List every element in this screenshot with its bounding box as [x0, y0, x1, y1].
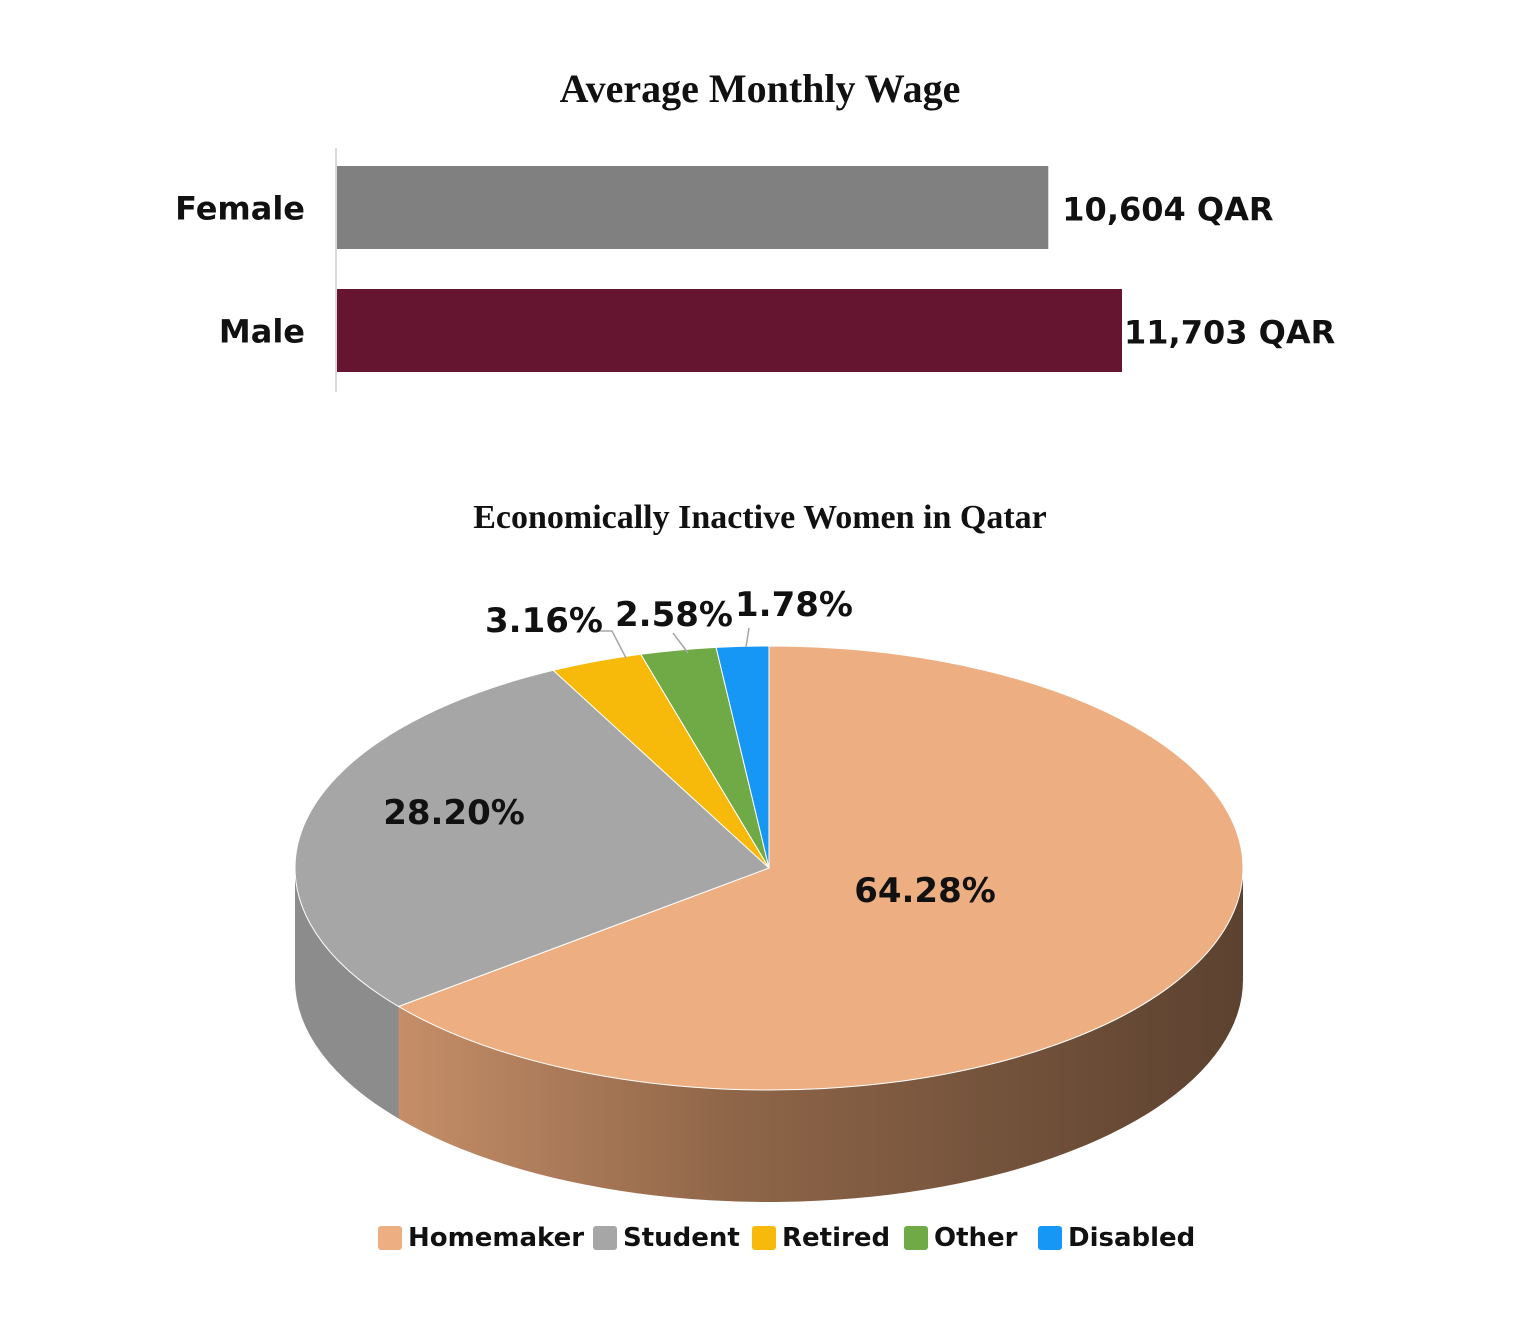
legend-swatch-retired — [752, 1226, 776, 1250]
pie-chart: Economically Inactive Women in Qatar 64.… — [294, 499, 1244, 1253]
pie-slice-disabled — [715, 645, 770, 869]
pie-slices — [294, 645, 1244, 1091]
legend-label-other: Other — [934, 1223, 1018, 1253]
category-label-male: Male — [219, 313, 305, 351]
leader-line-retired — [598, 630, 627, 659]
pie-legend: Homemaker Student Retired Other Disabled — [378, 1223, 1195, 1253]
category-label-female: Female — [175, 190, 305, 228]
pie-slice-homemaker — [397, 645, 1244, 1091]
legend-label-disabled: Disabled — [1068, 1223, 1195, 1253]
legend-swatch-homemaker — [378, 1226, 402, 1250]
pie-side-walls — [295, 868, 1243, 1202]
pie-label-homemaker: 64.28% — [854, 871, 996, 911]
bar-chart-title: Average Monthly Wage — [560, 66, 961, 111]
leader-line-other — [672, 632, 689, 654]
legend-label-retired: Retired — [782, 1223, 890, 1253]
legend-swatch-disabled — [1038, 1226, 1062, 1250]
value-label-male: 11,703 QAR — [1124, 314, 1335, 352]
legend-swatch-other — [904, 1226, 928, 1250]
pie-side-homemaker — [398, 868, 1243, 1202]
value-label-female: 10,604 QAR — [1062, 191, 1273, 229]
pie-label-retired: 3.16% — [485, 601, 603, 641]
bar-chart: Average Monthly Wage Female 10,604 QAR Mal… — [175, 66, 1335, 392]
legend-label-student: Student — [623, 1223, 740, 1253]
pie-data-labels: 64.28% 28.20% 3.16% 2.58% 1.78% — [383, 585, 996, 911]
pie-chart-title: Economically Inactive Women in Qatar — [473, 499, 1047, 536]
bar-series: Female 10,604 QAR Male 11,703 QAR — [175, 166, 1335, 372]
leader-line-disabled — [745, 627, 750, 648]
legend-swatch-student — [593, 1226, 617, 1250]
pie-slice-student — [294, 669, 770, 1008]
pie-side-student — [295, 868, 399, 1119]
pie-label-student: 28.20% — [383, 793, 525, 833]
bar-male — [337, 289, 1122, 372]
pie-label-other: 2.58% — [615, 595, 733, 635]
bar-female — [337, 166, 1049, 249]
pie-label-disabled: 1.78% — [735, 585, 853, 625]
legend-label-homemaker: Homemaker — [408, 1223, 584, 1253]
